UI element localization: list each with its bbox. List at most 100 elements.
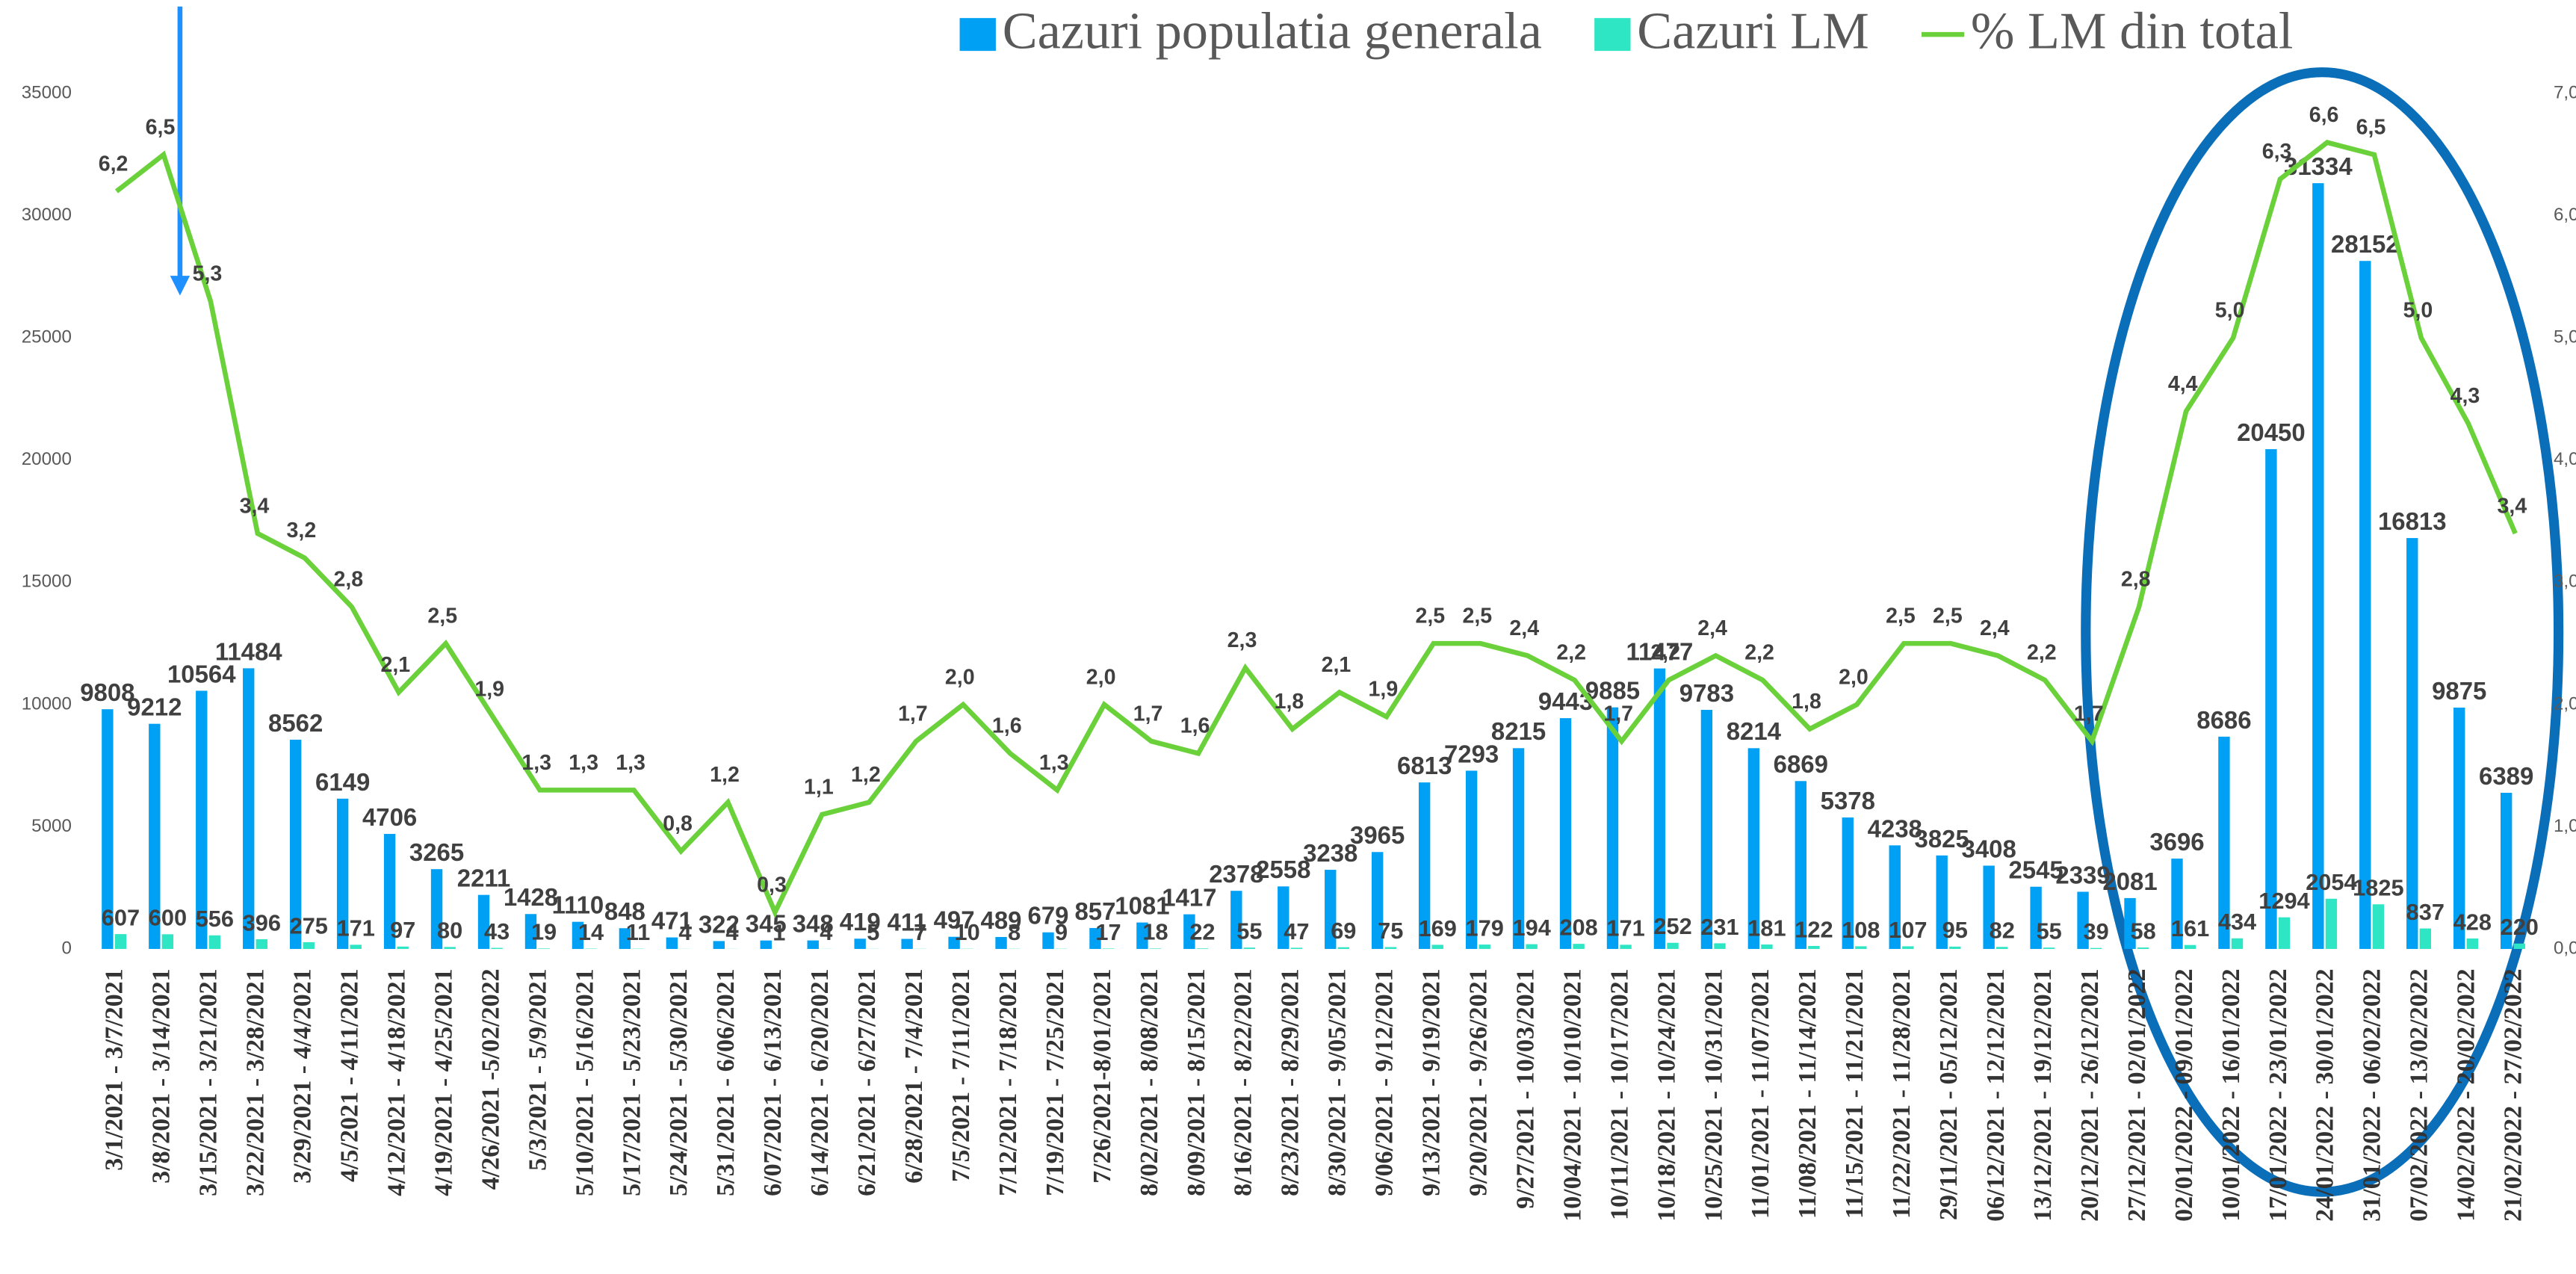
data-label: 2081 xyxy=(2102,868,2157,895)
data-label: 252 xyxy=(1653,913,1691,939)
data-label: 220 xyxy=(2501,914,2539,940)
data-label: 4 xyxy=(820,919,832,945)
data-label: 17 xyxy=(1095,919,1121,945)
x-tick-label: 13/12/2021 - 19/12/2021 xyxy=(2029,968,2057,1222)
bar xyxy=(2278,917,2291,949)
data-label: 3,2 xyxy=(287,519,317,542)
data-label: 171 xyxy=(337,915,375,941)
bar xyxy=(1372,852,1384,949)
data-label: 2,3 xyxy=(1227,628,1257,652)
data-label: 1081 xyxy=(1115,892,1169,920)
data-label: 6,2 xyxy=(99,152,129,176)
data-label: 1,7 xyxy=(1133,702,1163,726)
annotation-arrowhead xyxy=(170,276,191,296)
x-tick-label: 6/14/2021 - 6/20/2021 xyxy=(806,968,834,1196)
x-tick-label: 24/01/2022 - 30/01/2022 xyxy=(2312,968,2339,1222)
bar xyxy=(1431,944,1443,949)
x-tick-label: 3/22/2021 - 3/28/2021 xyxy=(242,968,270,1196)
data-label: 2,8 xyxy=(333,567,363,591)
data-label: 2558 xyxy=(1256,856,1310,883)
x-tick-label: 8/09/2021 - 8/15/2021 xyxy=(1183,968,1210,1196)
x-tick-label: 9/13/2021 - 9/19/2021 xyxy=(1418,968,1446,1196)
data-label: 6389 xyxy=(2479,762,2533,790)
bar xyxy=(1855,946,1867,949)
y2-tick-label: 1,0 xyxy=(2554,816,2576,836)
data-label: 2054 xyxy=(2306,869,2356,895)
y-tick-label: 20000 xyxy=(22,449,72,469)
data-label: 322 xyxy=(699,910,740,938)
bar xyxy=(1102,948,1115,949)
data-label: 848 xyxy=(604,897,645,925)
data-label: 8 xyxy=(1008,919,1021,945)
data-label: 8686 xyxy=(2196,706,2251,734)
bar xyxy=(1384,947,1396,949)
data-label: 107 xyxy=(1889,917,1927,943)
data-label: 1,6 xyxy=(1180,714,1210,738)
data-label: 208 xyxy=(1559,915,1597,941)
bar xyxy=(1808,945,1820,949)
bar xyxy=(2372,904,2385,949)
bar xyxy=(289,739,302,949)
bar xyxy=(854,939,866,949)
x-tick-label: 9/27/2021 - 10/03/2021 xyxy=(1511,968,1539,1209)
x-tick-label: 20/12/2021 - 26/12/2021 xyxy=(2076,968,2104,1222)
x-tick-label: 10/04/2021 - 10/10/2021 xyxy=(1558,968,1586,1222)
x-tick-label: 5/3/2021 - 5/9/2021 xyxy=(524,968,551,1170)
bar xyxy=(2419,928,2432,949)
data-label: 2,2 xyxy=(2027,641,2057,665)
data-label: 679 xyxy=(1028,902,1069,930)
data-label: 0,8 xyxy=(663,812,693,836)
data-label: 181 xyxy=(1747,915,1786,941)
bar xyxy=(572,921,584,949)
data-label: 1,7 xyxy=(2074,702,2104,726)
bar xyxy=(2466,938,2478,949)
bar xyxy=(619,928,631,949)
data-label: 55 xyxy=(2037,918,2062,944)
bar xyxy=(713,941,725,949)
data-label: 1,9 xyxy=(1369,678,1399,702)
data-label: 69 xyxy=(1331,918,1356,944)
data-label: 1428 xyxy=(504,883,558,911)
data-label: 1,9 xyxy=(474,678,504,702)
data-label: 6,5 xyxy=(146,115,176,139)
data-label: 18 xyxy=(1142,919,1168,945)
x-tick-label: 27/12/2021 - 02/01/2022 xyxy=(2123,968,2151,1222)
x-tick-label: 21/02/2022 - 27/02/2022 xyxy=(2500,968,2527,1222)
bar xyxy=(2137,947,2149,949)
data-label: 428 xyxy=(2453,909,2492,935)
x-tick-label: 4/5/2021 - 4/11/2021 xyxy=(336,968,364,1182)
bar xyxy=(1620,944,1632,949)
y-tick-label: 10000 xyxy=(22,693,72,714)
bar xyxy=(1747,748,1760,949)
data-label: 179 xyxy=(1466,915,1504,941)
data-label: 1,2 xyxy=(710,763,740,787)
bar xyxy=(2500,793,2512,949)
data-label: 1,6 xyxy=(992,714,1022,738)
legend-swatch xyxy=(1594,18,1631,52)
data-label: 607 xyxy=(102,904,140,930)
bar xyxy=(2325,898,2338,949)
data-label: 2,1 xyxy=(1322,653,1352,677)
bar xyxy=(161,934,174,949)
legend-label: Cazuri LM xyxy=(1637,1,1868,60)
data-label: 489 xyxy=(981,906,1022,934)
bar xyxy=(243,668,255,949)
x-tick-label: 4/19/2021 - 4/25/2021 xyxy=(430,968,457,1196)
data-label: 2,4 xyxy=(1509,616,1539,640)
data-label: 4706 xyxy=(362,803,417,831)
bar xyxy=(1526,944,1538,949)
bar xyxy=(1290,947,1303,949)
data-label: 857 xyxy=(1074,897,1115,925)
data-label: 7 xyxy=(914,919,926,945)
data-label: 600 xyxy=(149,905,187,931)
x-tick-label: 29/11/2021 - 05/12/2021 xyxy=(1935,968,1963,1220)
data-label: 419 xyxy=(840,908,881,936)
bar xyxy=(1700,709,1713,949)
x-tick-label: 9/20/2021 - 9/26/2021 xyxy=(1465,968,1493,1196)
legend-label: % LM din total xyxy=(1971,1,2293,60)
bar xyxy=(1418,782,1431,949)
x-tick-label: 3/1/2021 - 3/7/2021 xyxy=(101,968,129,1170)
data-label: 14 xyxy=(578,919,604,945)
x-tick-label: 7/12/2021 - 7/18/2021 xyxy=(994,968,1022,1196)
x-tick-label: 31/01/2022 - 06/02/2022 xyxy=(2359,968,2386,1222)
